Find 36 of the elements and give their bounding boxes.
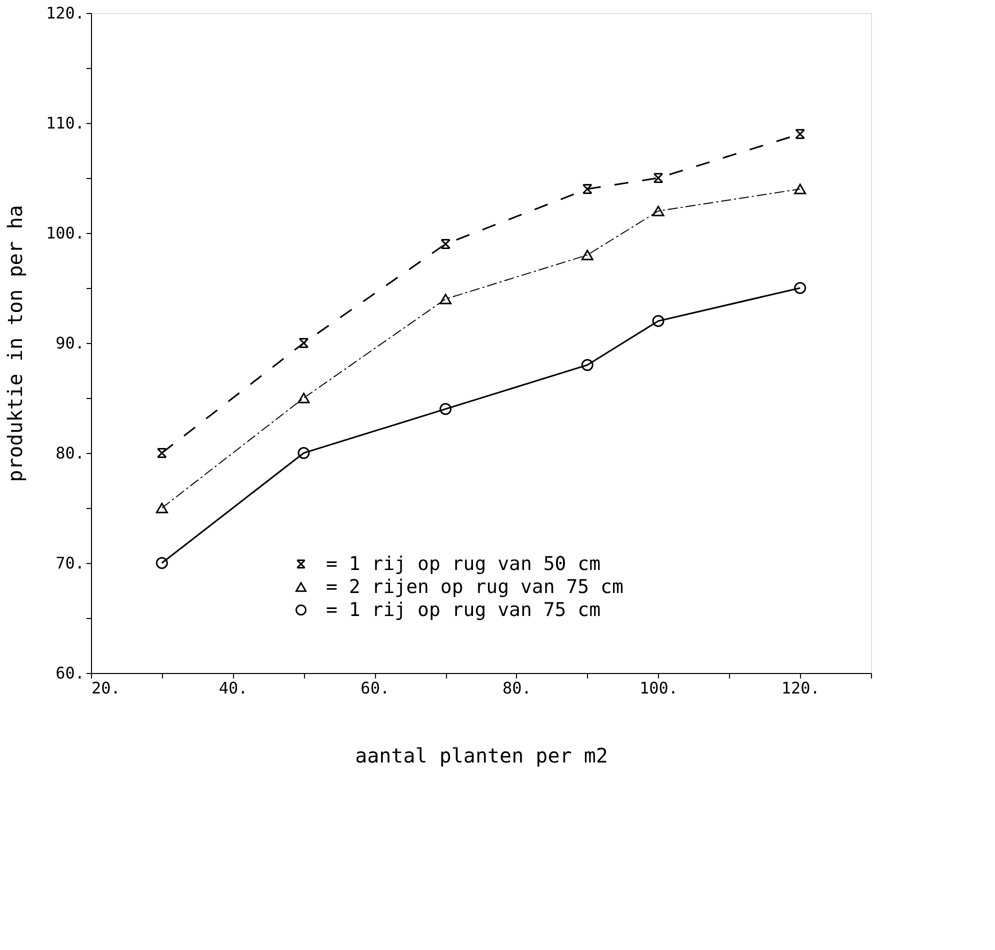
legend-label: = 1 rij op rug van 75 cm xyxy=(326,599,601,621)
point xyxy=(653,173,664,183)
y-tick-label: 80. xyxy=(56,444,84,462)
point xyxy=(795,129,806,139)
legend-label: = 1 rij op rug van 50 cm xyxy=(326,553,601,575)
point xyxy=(440,239,450,249)
y-tick-label: 90. xyxy=(56,334,84,352)
x-tick-label: 60. xyxy=(360,678,390,698)
y-tick-label: 60. xyxy=(56,664,84,682)
x-tick-label: 120. xyxy=(781,678,820,698)
x-axis-title: aantal planten per m2 xyxy=(355,744,608,768)
point xyxy=(652,206,664,216)
legend-label: = 2 rijen op rug van 75 cm xyxy=(326,576,624,598)
point xyxy=(652,315,664,327)
x-tick-label: 40. xyxy=(218,678,248,698)
point xyxy=(156,557,168,569)
point xyxy=(440,294,452,304)
point xyxy=(298,392,310,404)
point xyxy=(581,250,594,260)
x-tick-label: 80. xyxy=(502,678,532,698)
point xyxy=(440,403,452,415)
point xyxy=(794,282,806,294)
point xyxy=(794,184,806,194)
y-tick-label: 70. xyxy=(56,554,84,572)
y-axis-title: produktie in ton per ha xyxy=(2,205,27,482)
y-tick-label: 100. xyxy=(46,224,84,242)
point xyxy=(298,338,309,348)
point xyxy=(156,448,167,458)
point xyxy=(156,502,168,514)
y-tick-label: 120. xyxy=(46,4,84,22)
point xyxy=(298,447,310,459)
y-tick-label: 110. xyxy=(46,114,84,132)
x-tick-label: 100. xyxy=(640,678,678,698)
point xyxy=(581,359,594,371)
x-tick-label: 20. xyxy=(92,678,120,698)
point xyxy=(582,184,592,194)
